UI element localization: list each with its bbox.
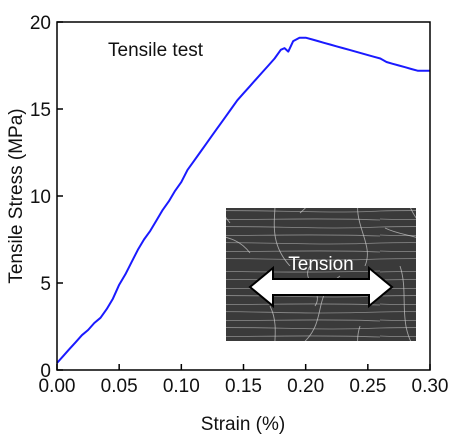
inset-label: Tension: [288, 254, 354, 275]
x-axis-ticks: 0.00 0.05 0.10 0.15 0.20 0.25 0.30: [39, 364, 449, 397]
y-tick-label: 15: [30, 100, 51, 121]
y-axis-title: Tensile Stress (MPa): [6, 108, 27, 283]
annotation-tensile-test: Tensile test: [108, 40, 204, 61]
x-axis-title: Strain (%): [201, 414, 285, 435]
x-tick-label: 0.10: [163, 376, 200, 397]
y-axis-ticks: 0 5 10 15 20: [30, 13, 63, 382]
y-tick-label: 5: [40, 274, 51, 295]
x-tick-label: 0.15: [225, 376, 262, 397]
x-tick-label: 0.05: [101, 376, 138, 397]
stress-strain-line: [56, 36, 430, 364]
inset-sem-image: Tension: [226, 208, 416, 341]
y-tick-label: 20: [30, 13, 51, 34]
x-tick-label: 0.00: [39, 376, 76, 397]
y-tick-label: 0: [40, 361, 51, 382]
y-tick-label: 10: [30, 187, 51, 208]
double-arrow-icon: [248, 265, 394, 309]
x-tick-label: 0.30: [412, 376, 449, 397]
x-tick-label: 0.20: [287, 376, 324, 397]
x-tick-label: 0.25: [349, 376, 386, 397]
